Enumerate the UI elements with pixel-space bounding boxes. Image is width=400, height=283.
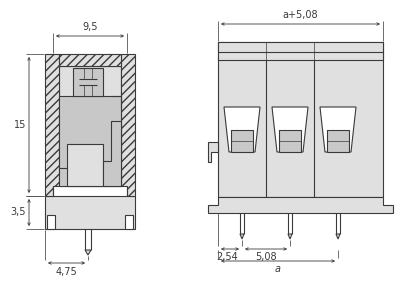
Text: 3,5: 3,5 <box>10 207 26 218</box>
Polygon shape <box>336 234 340 239</box>
Polygon shape <box>59 66 121 186</box>
Polygon shape <box>85 250 91 255</box>
Polygon shape <box>224 107 260 152</box>
Polygon shape <box>47 215 55 229</box>
Bar <box>218 42 383 197</box>
Bar <box>218 42 383 60</box>
Polygon shape <box>125 215 133 229</box>
Bar <box>279 130 301 152</box>
Polygon shape <box>121 54 135 196</box>
Text: 4,75: 4,75 <box>56 267 77 277</box>
Polygon shape <box>288 234 292 239</box>
Text: a+5,08: a+5,08 <box>283 10 318 20</box>
Polygon shape <box>240 234 244 239</box>
Text: a: a <box>275 264 281 274</box>
Text: 15: 15 <box>14 120 26 130</box>
Polygon shape <box>45 54 59 196</box>
Polygon shape <box>45 196 135 229</box>
Text: 2,54: 2,54 <box>216 252 238 262</box>
Text: 9,5: 9,5 <box>82 22 98 32</box>
Polygon shape <box>208 197 393 213</box>
Text: 5,08: 5,08 <box>255 252 277 262</box>
Bar <box>231 130 253 152</box>
Bar <box>73 68 103 96</box>
Polygon shape <box>272 107 308 152</box>
Bar <box>67 144 103 186</box>
Bar <box>327 130 349 152</box>
Polygon shape <box>103 121 121 186</box>
Polygon shape <box>208 142 218 162</box>
Polygon shape <box>59 54 121 66</box>
Polygon shape <box>320 107 356 152</box>
Bar <box>59 96 121 186</box>
